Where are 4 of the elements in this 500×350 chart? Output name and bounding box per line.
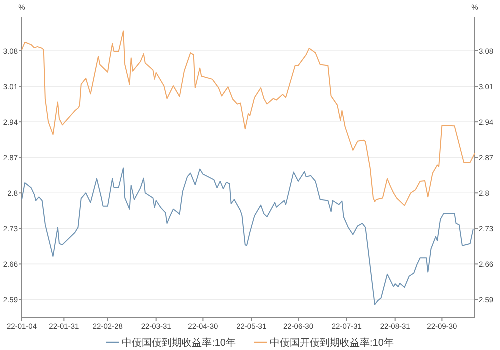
legend-label: 中债国开债到期收益率:10年	[270, 337, 394, 349]
legend-label: 中债国债到期收益率:10年	[122, 337, 236, 349]
line-series	[22, 168, 474, 306]
line-series	[22, 30, 476, 206]
